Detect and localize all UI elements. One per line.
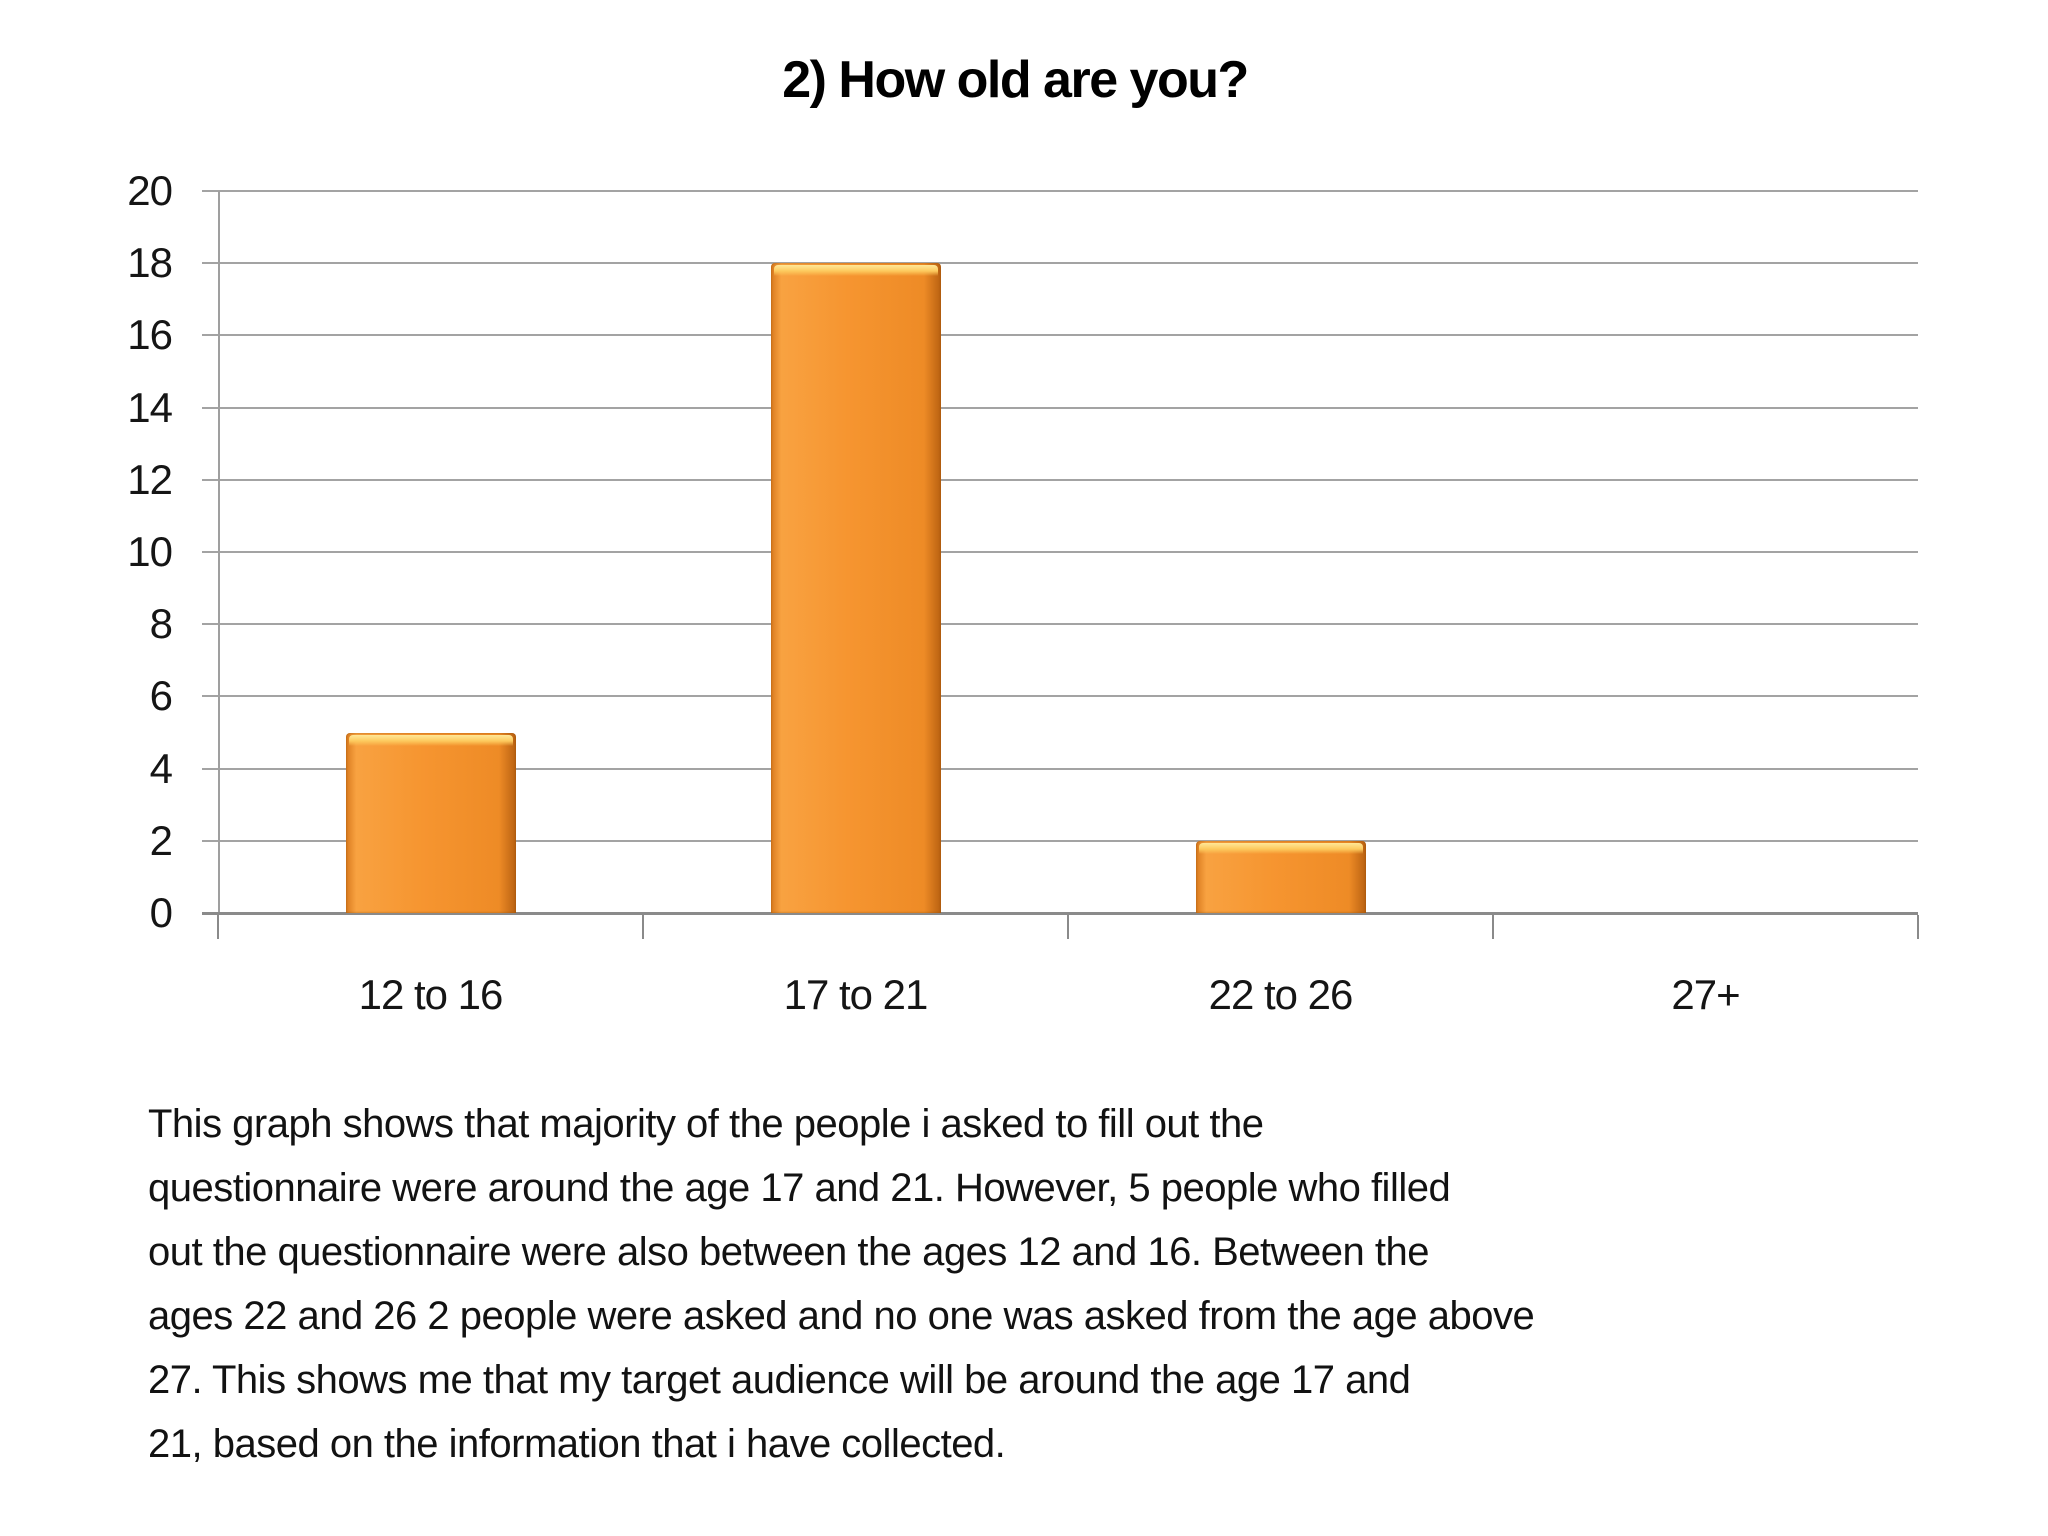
bar-12-to-16 — [345, 732, 516, 913]
bar-17-to-21 — [770, 263, 941, 913]
x-axis-category-label: 17 to 21 — [783, 971, 929, 1018]
caption-line: 21, based on the information that i have… — [148, 1422, 1006, 1466]
x-axis-tick — [642, 915, 644, 939]
gridline — [202, 190, 1918, 192]
y-axis-line — [218, 191, 220, 913]
x-axis-category-label: 22 to 26 — [1208, 971, 1354, 1018]
x-axis-tick — [217, 915, 219, 939]
gridline — [202, 695, 1918, 698]
chart-title: 2) How old are you? — [782, 51, 1249, 109]
gridline — [202, 623, 1918, 626]
x-axis-tick — [1067, 915, 1069, 939]
gridline — [202, 839, 1918, 842]
x-axis-category-label: 12 to 16 — [358, 971, 504, 1018]
gridline — [202, 334, 1918, 337]
y-axis-tick-label: 6 — [149, 672, 173, 720]
y-axis-tick-label: 10 — [127, 528, 173, 575]
y-axis-tick-label: 2 — [149, 816, 173, 864]
y-axis-tick-label: 18 — [127, 239, 173, 287]
gridline — [202, 262, 1918, 265]
y-axis-tick-label: 14 — [127, 383, 173, 431]
x-axis-category-label: 27+ — [1671, 971, 1740, 1018]
gridline — [202, 767, 1918, 770]
caption-line: out the questionnaire were also between … — [148, 1230, 1430, 1274]
gridline — [202, 551, 1918, 553]
gridline — [202, 478, 1918, 481]
y-axis-tick-label: 12 — [127, 455, 173, 503]
caption-line: 27. This shows me that my target audienc… — [148, 1358, 1411, 1402]
y-axis-tick-label: 0 — [149, 889, 173, 936]
bar-chart-plot-area: 0 2 4 6 8 10 12 14 16 18 20 12 to 16 17 to 21 22 to 2… — [127, 167, 1919, 1018]
x-axis-tick — [1917, 915, 1919, 939]
y-axis-tick-label: 20 — [127, 167, 173, 214]
caption-line: This graph shows that majority of the pe… — [148, 1102, 1264, 1146]
y-axis-tick-label: 16 — [127, 311, 173, 359]
x-axis-line — [202, 912, 1918, 915]
bar-22-to-26 — [1195, 840, 1366, 913]
y-axis-tick-label: 8 — [149, 600, 173, 648]
gridline — [202, 406, 1918, 409]
caption-line: questionnaire were around the age 17 and… — [148, 1166, 1451, 1210]
y-axis-tick-label: 4 — [149, 744, 173, 792]
caption-line: ages 22 and 26 2 people were asked and n… — [148, 1294, 1535, 1338]
x-axis-tick — [1492, 915, 1494, 939]
caption-paragraph: This graph shows that majority of the pe… — [148, 1092, 1535, 1476]
